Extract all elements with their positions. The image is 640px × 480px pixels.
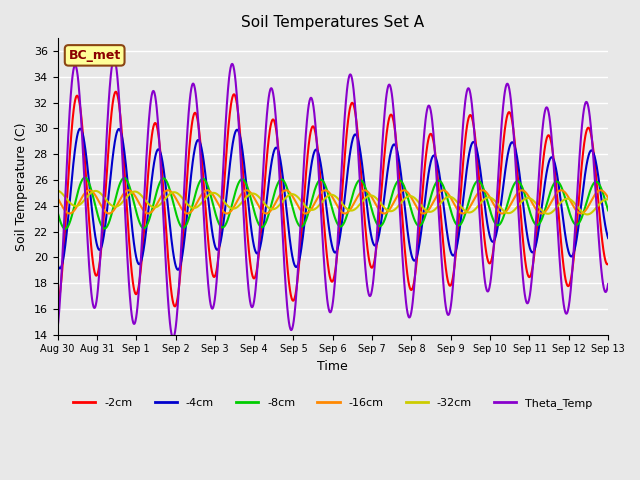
Theta_Temp [96,257,104,263]
Theta_Temp [368,289,376,295]
-16cm [118,192,126,198]
-16cm [400,187,408,193]
-8cm [288,202,296,208]
Y-axis label: Soil Temperature (C): Soil Temperature (C) [15,122,28,251]
-2cm [368,265,376,271]
-32cm [287,192,295,197]
Legend: -2cm, -4cm, -8cm, -16cm, -32cm, Theta_Temp: -2cm, -4cm, -8cm, -16cm, -32cm, Theta_Te… [68,394,597,413]
Line: -2cm: -2cm [58,92,608,306]
Title: Soil Temperatures Set A: Soil Temperatures Set A [241,15,424,30]
-8cm [54,209,61,215]
Text: BC_met: BC_met [68,49,121,62]
-2cm [119,144,127,150]
Line: -32cm: -32cm [58,191,608,215]
-16cm [367,193,375,199]
-4cm [54,261,61,267]
-32cm [54,188,61,193]
-32cm [96,190,104,196]
-2cm [54,302,61,308]
-32cm [118,199,126,205]
-2cm [96,256,104,262]
-16cm [54,195,61,201]
-32cm [604,197,612,203]
-2cm [172,303,179,309]
-4cm [97,246,104,252]
-4cm [368,235,376,240]
-32cm [308,207,316,213]
-2cm [288,296,296,302]
-32cm [299,200,307,205]
Line: -8cm: -8cm [58,178,608,229]
-16cm [145,211,152,216]
-16cm [96,201,104,207]
-8cm [300,223,307,228]
-2cm [112,89,120,95]
-32cm [367,192,374,198]
-2cm [309,123,317,129]
-8cm [120,175,127,181]
-16cm [309,204,317,209]
-8cm [97,221,105,227]
-4cm [76,126,84,132]
Theta_Temp [54,326,61,332]
-2cm [604,261,612,267]
-16cm [287,192,295,197]
Line: Theta_Temp: Theta_Temp [58,59,608,338]
Theta_Temp [288,326,296,332]
-16cm [604,195,612,201]
-8cm [604,207,612,213]
-16cm [299,210,307,216]
Line: -16cm: -16cm [58,190,608,214]
Theta_Temp [170,335,177,341]
-4cm [604,235,612,241]
-2cm [300,207,307,213]
Theta_Temp [300,171,307,177]
-4cm [300,231,307,237]
-8cm [309,192,317,198]
Theta_Temp [309,102,317,108]
Theta_Temp [119,165,127,171]
-8cm [81,175,88,180]
-4cm [119,139,127,144]
Theta_Temp [604,281,612,287]
-32cm [583,212,591,217]
-8cm [368,206,376,212]
-8cm [61,226,69,232]
-4cm [309,153,317,158]
-4cm [288,251,296,257]
Theta_Temp [110,56,118,62]
X-axis label: Time: Time [317,360,348,373]
-4cm [174,267,182,273]
Line: -4cm: -4cm [58,129,608,270]
